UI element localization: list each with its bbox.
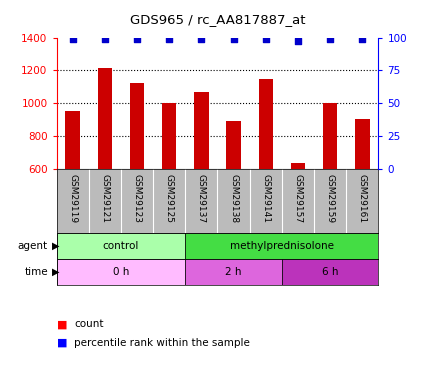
Text: GSM29159: GSM29159: [325, 174, 334, 223]
Point: [326, 36, 333, 42]
Bar: [258, 79, 273, 168]
Text: GSM29123: GSM29123: [132, 174, 141, 223]
Text: GDS965 / rc_AA817887_at: GDS965 / rc_AA817887_at: [129, 13, 305, 26]
Bar: [185, 232, 378, 259]
Text: count: count: [74, 320, 103, 329]
Text: 2 h: 2 h: [225, 267, 241, 277]
Text: ▶: ▶: [52, 267, 59, 277]
Bar: [354, 118, 369, 168]
Point: [294, 38, 301, 44]
Text: 0 h: 0 h: [112, 267, 129, 277]
Bar: [129, 82, 144, 168]
Point: [69, 36, 76, 42]
Text: methylprednisolone: methylprednisolone: [229, 241, 333, 251]
Text: GSM29161: GSM29161: [357, 174, 366, 223]
Text: GSM29137: GSM29137: [197, 174, 205, 223]
Text: GSM29125: GSM29125: [164, 174, 173, 223]
Point: [197, 36, 204, 42]
Point: [262, 36, 269, 42]
Point: [101, 36, 108, 42]
Bar: [56, 259, 185, 285]
Text: 6 h: 6 h: [321, 267, 338, 277]
Bar: [56, 232, 185, 259]
Text: ■: ■: [56, 338, 67, 348]
Text: percentile rank within the sample: percentile rank within the sample: [74, 338, 249, 348]
Point: [230, 36, 237, 42]
Text: ■: ■: [56, 320, 67, 329]
Text: GSM29141: GSM29141: [261, 174, 270, 223]
Text: GSM29121: GSM29121: [100, 174, 109, 223]
Bar: [322, 103, 337, 168]
Bar: [194, 92, 208, 168]
Text: agent: agent: [18, 241, 48, 251]
Text: GSM29119: GSM29119: [68, 174, 77, 223]
Point: [133, 36, 140, 42]
Text: time: time: [24, 267, 48, 277]
Point: [165, 36, 172, 42]
Text: GSM29138: GSM29138: [229, 174, 237, 223]
Text: GSM29157: GSM29157: [293, 174, 302, 223]
Text: ▶: ▶: [52, 241, 59, 251]
Bar: [97, 68, 112, 168]
Point: [358, 36, 365, 42]
Bar: [65, 111, 80, 168]
Bar: [185, 259, 281, 285]
Bar: [281, 259, 378, 285]
Bar: [161, 103, 176, 168]
Text: control: control: [102, 241, 139, 251]
Bar: [226, 121, 240, 168]
Bar: [290, 163, 305, 168]
